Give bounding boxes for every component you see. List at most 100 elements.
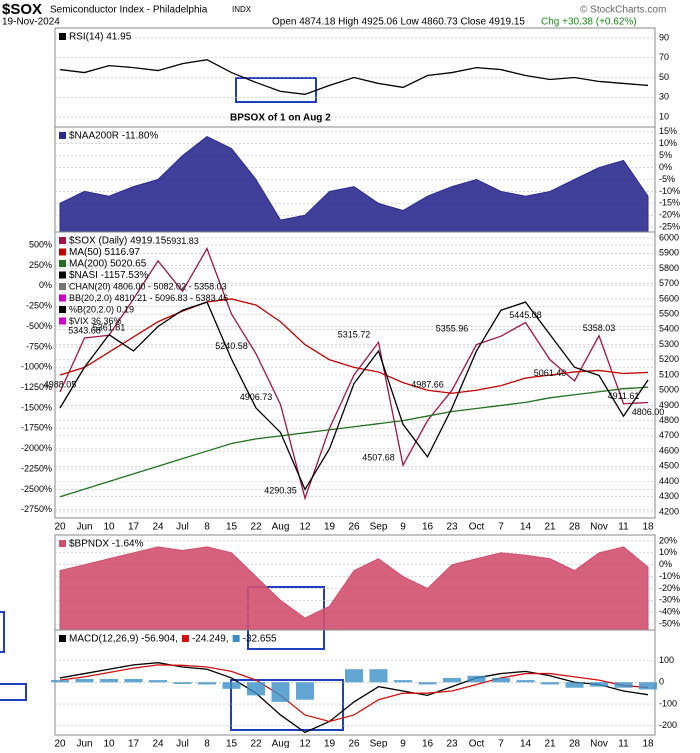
price-annotation: 5355.96 [436, 323, 469, 333]
histogram-bar [443, 677, 461, 683]
annotation: BPSOX of 1 on Aug 2 [230, 113, 331, 124]
area [59, 135, 649, 233]
x-tick-label: 26 [348, 522, 360, 533]
line [59, 59, 649, 95]
y-tick-label: 4400 [659, 476, 679, 486]
y-tick-label: 10% [659, 138, 677, 148]
y-tick-label: 5700 [659, 278, 679, 288]
y-tick-label: 0% [659, 559, 672, 569]
y-tick-label: 4900 [659, 400, 679, 410]
price-annotation: 5931.83 [166, 236, 199, 246]
x-tick-label: 19 [324, 522, 336, 533]
price-annotation: 5061.40 [534, 368, 567, 378]
y-tick-label: 4200 [659, 506, 679, 516]
y-tick-label: 10 [659, 111, 669, 121]
x-tick-label: 24 [152, 739, 164, 748]
histogram-bar [149, 680, 167, 683]
exchange: INDX [232, 5, 252, 14]
x-tick-label: 28 [569, 522, 581, 533]
y-tick-label: -40% [659, 607, 680, 617]
x-tick-label: Nov [590, 522, 608, 533]
y-tick-label: 20% [659, 535, 677, 545]
y-tick-label: 500% [29, 239, 52, 249]
legend-label: $NASI -1157.53% [69, 270, 148, 281]
y-tick-label: -250% [26, 301, 52, 311]
x-tick-label: 8 [204, 739, 210, 748]
x-tick-label: 10 [103, 522, 115, 533]
x-tick-label: Sep [370, 522, 388, 533]
y-tick-label: -2000% [21, 443, 52, 453]
price-annotation: 5240.58 [215, 341, 248, 351]
x-tick-label: Jun [76, 739, 92, 748]
y-tick-label: 250% [29, 260, 52, 270]
histogram-bar [541, 682, 559, 685]
x-tick-label: 15 [226, 522, 238, 533]
line [59, 298, 649, 394]
legend-swatch [232, 635, 240, 642]
price-annotation: 5343.68 [68, 325, 101, 335]
histogram-bar [516, 680, 535, 683]
legend-swatch [59, 271, 66, 279]
line [59, 386, 649, 498]
change: Chg +30.38 (+0.62%) [541, 17, 637, 28]
y-tick-label: 4600 [659, 445, 679, 455]
x-tick-label: 17 [128, 739, 140, 748]
price-annotation: 4806.00 [632, 407, 665, 417]
legend-swatch [59, 33, 66, 40]
x-tick-label: 12 [299, 739, 311, 748]
price-annotation: 4987.66 [411, 379, 444, 389]
y-tick-label: -10% [659, 571, 680, 581]
x-tick-label: 8 [204, 522, 210, 533]
y-tick-label: 5300 [659, 339, 679, 349]
histogram-bar [222, 682, 241, 689]
x-tick-label: 20 [54, 739, 66, 748]
y-tick-label: -1000% [21, 362, 52, 372]
y-tick-label: -1250% [21, 382, 52, 392]
x-tick-label: 23 [446, 739, 458, 748]
histogram-bar [271, 682, 290, 702]
legend-label: -24.249, [192, 634, 229, 645]
legend-note: $VIX 36.36% [69, 316, 122, 326]
y-tick-label: -10% [659, 186, 680, 196]
y-tick-label: -2250% [21, 463, 52, 473]
price-annotation: 4911.61 [608, 391, 640, 401]
legend-note: CHAN(20) 4806.00 - 5082.02 - 5358.03 [69, 281, 227, 291]
x-tick-label: Jun [76, 522, 92, 533]
highlight-box [230, 679, 344, 731]
line [59, 662, 649, 734]
y-tick-label: -5% [659, 174, 675, 184]
y-tick-label: -2750% [21, 504, 52, 514]
x-tick-label: 14 [520, 739, 532, 748]
x-tick-label: Oct [469, 522, 485, 533]
highlight-box [0, 683, 27, 701]
line [59, 247, 649, 501]
x-tick-label: 22 [250, 522, 262, 533]
x-tick-label: Aug [272, 739, 290, 748]
histogram-bar [467, 675, 486, 683]
x-tick-label: Jul [176, 522, 189, 533]
x-tick-label: 7 [498, 522, 504, 533]
histogram-bar [198, 682, 216, 685]
x-tick-label: 9 [400, 522, 406, 533]
y-tick-label: -25% [659, 222, 680, 232]
index-name: Semiconductor Index - Philadelphia [50, 5, 208, 16]
histogram-bar [614, 682, 633, 688]
y-tick-label: 15% [659, 126, 677, 136]
x-tick-label: 18 [642, 522, 654, 533]
y-tick-label: -1750% [21, 423, 52, 433]
ohlc: Open 4874.18 High 4925.06 Low 4860.73 Cl… [272, 17, 525, 28]
x-tick-label: 18 [642, 739, 654, 748]
x-tick-label: 10 [103, 739, 115, 748]
y-tick-label: 5900 [659, 248, 679, 258]
highlight-box [0, 611, 5, 653]
y-tick-label: 6000 [659, 232, 679, 242]
y-tick-label: 4700 [659, 430, 679, 440]
price-annotation: 4988.05 [44, 379, 77, 389]
line [59, 664, 649, 723]
x-tick-label: 12 [299, 522, 311, 533]
legend-label: -32.655 [243, 634, 277, 645]
y-tick-label: -750% [26, 341, 52, 351]
y-tick-label: 10% [659, 547, 677, 557]
histogram-bar [75, 679, 94, 683]
histogram-bar [565, 682, 584, 688]
